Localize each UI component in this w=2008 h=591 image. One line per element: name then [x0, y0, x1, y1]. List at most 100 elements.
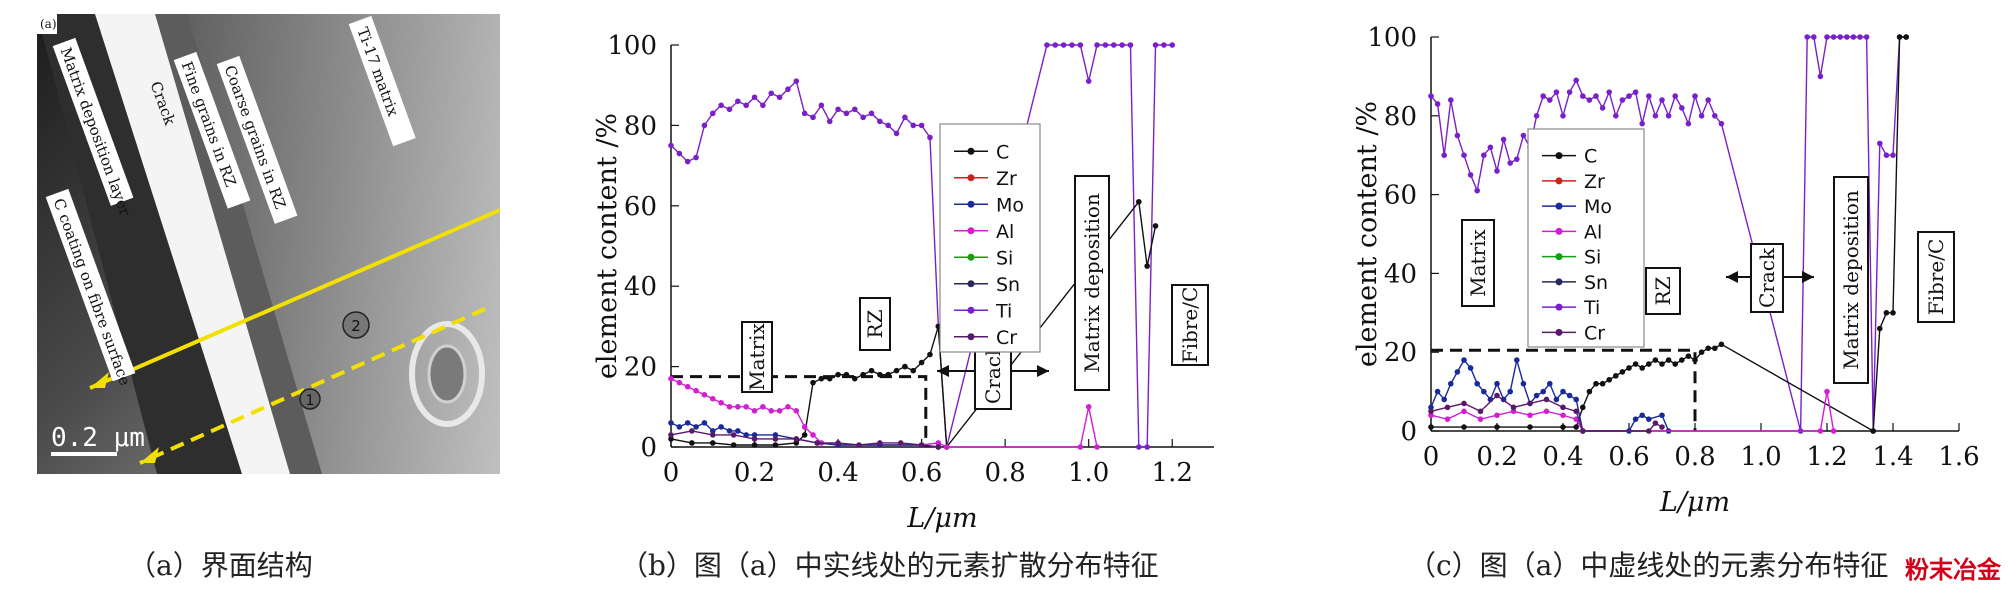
legend-swatch-marker — [1555, 152, 1563, 160]
data-point-Cr — [751, 436, 758, 442]
data-point-Mo — [1428, 404, 1434, 411]
data-point-Al — [776, 408, 783, 414]
annotation-label: Matrix — [745, 322, 769, 390]
data-point-Ti — [1705, 97, 1711, 103]
annotation-box — [1833, 176, 1869, 384]
x-tick-label: 0.6 — [1608, 442, 1649, 472]
data-point-C — [810, 379, 816, 386]
data-point-Ti — [1830, 34, 1837, 40]
legend-swatch-marker — [967, 174, 975, 182]
data-point-Ti — [1474, 187, 1480, 194]
legend-swatch-marker — [1555, 328, 1563, 336]
data-point-C — [851, 375, 858, 382]
data-point-C — [885, 371, 891, 378]
data-point-Al — [743, 404, 749, 410]
series-line-Cr — [1430, 394, 1663, 432]
data-point-Ti — [1824, 34, 1830, 40]
data-point-C — [1659, 361, 1665, 367]
data-point-Ti — [877, 118, 883, 125]
data-point-Ti — [1434, 101, 1441, 107]
tem-micrograph-drawing: 2 1 Matrix deposition layer Crack Fine g… — [37, 14, 500, 474]
data-point-Ti — [1060, 42, 1067, 48]
data-point-Ti — [1586, 97, 1593, 103]
legend-label: Zr — [1584, 171, 1605, 193]
data-point-C — [818, 375, 825, 382]
data-point-C — [1494, 424, 1500, 430]
data-point-C — [1573, 424, 1579, 430]
data-point-C — [801, 432, 808, 438]
data-point-C — [826, 375, 833, 382]
data-point-Cr — [1580, 428, 1586, 434]
grain-ring-inner — [427, 344, 467, 404]
data-point-Cr — [1527, 400, 1533, 407]
data-point-Ti — [1560, 113, 1566, 119]
data-point-Ti — [668, 142, 674, 149]
data-point-C — [1883, 310, 1890, 316]
annotation-label: RZ — [1651, 276, 1675, 305]
data-point-Ti — [1500, 136, 1507, 143]
crack-arrow-left — [937, 365, 949, 377]
data-point-Mo — [668, 420, 674, 426]
label-box — [52, 37, 134, 206]
data-point-C — [668, 436, 674, 442]
data-point-Cr — [1461, 400, 1467, 407]
data-point-Mo — [709, 428, 716, 434]
legend-swatch-marker — [967, 227, 975, 235]
solid-scan-arrow — [90, 372, 109, 388]
y-tick-label: 40 — [624, 272, 657, 302]
data-point-Ti — [735, 98, 741, 105]
data-point-Ti — [1817, 73, 1824, 80]
fine-grain-region — [155, 14, 322, 474]
annotation-box — [1461, 219, 1495, 307]
data-point-Al — [1077, 444, 1084, 450]
data-point-C — [868, 367, 875, 374]
x-tick-label: 0.4 — [817, 458, 858, 488]
data-point-C — [1712, 345, 1718, 352]
data-point-Ti — [1102, 42, 1109, 48]
data-point-Ti — [1652, 113, 1659, 119]
data-point-Al — [1830, 428, 1837, 434]
legend-label: Sn — [1584, 272, 1608, 294]
data-point-Ti — [1639, 120, 1645, 127]
data-point-C — [835, 371, 841, 378]
data-point-Al — [676, 379, 683, 386]
data-point-Mo — [1560, 388, 1566, 395]
data-point-Mo — [726, 428, 733, 434]
crack-region — [95, 14, 292, 474]
data-point-Ti — [868, 110, 875, 117]
series-line-Al — [1430, 391, 1835, 432]
legend-swatch-marker — [967, 306, 975, 314]
data-point-C — [902, 363, 908, 370]
data-point-Al — [1094, 444, 1100, 450]
data-point-Mo — [1646, 416, 1652, 422]
annotation-label: RZ — [863, 309, 887, 338]
legend-label: Mo — [996, 194, 1024, 216]
data-point-Al — [718, 399, 724, 406]
data-point-Ti — [684, 158, 691, 165]
x-tick-label: 1.2 — [1152, 458, 1193, 488]
data-point-Al — [1560, 412, 1566, 419]
series-line-C — [670, 200, 1157, 449]
data-point-C — [1896, 34, 1903, 40]
data-point-Ti — [927, 134, 933, 141]
data-point-C — [1626, 365, 1632, 371]
data-point-C — [1652, 357, 1659, 363]
data-point-Cr — [918, 442, 925, 448]
data-point-Ti — [1877, 140, 1883, 147]
x-tick-label: 0.8 — [1674, 442, 1715, 472]
data-point-C — [1870, 428, 1876, 434]
data-point-Cr — [1444, 404, 1451, 411]
legend-swatch-marker — [967, 280, 975, 288]
data-point-Mo — [1494, 380, 1500, 387]
data-point-Mo — [772, 432, 779, 438]
data-point-Ti — [1144, 444, 1150, 450]
annotation-box — [1917, 231, 1955, 323]
data-point-Mo — [1547, 380, 1553, 387]
data-point-Al — [935, 440, 942, 446]
data-point-Ti — [843, 110, 850, 117]
data-point-Cr — [793, 436, 800, 442]
annotation-label: Fibre/C — [1924, 239, 1948, 316]
x-tick-label: 1.2 — [1806, 442, 1847, 472]
data-point-Ti — [1593, 93, 1599, 99]
